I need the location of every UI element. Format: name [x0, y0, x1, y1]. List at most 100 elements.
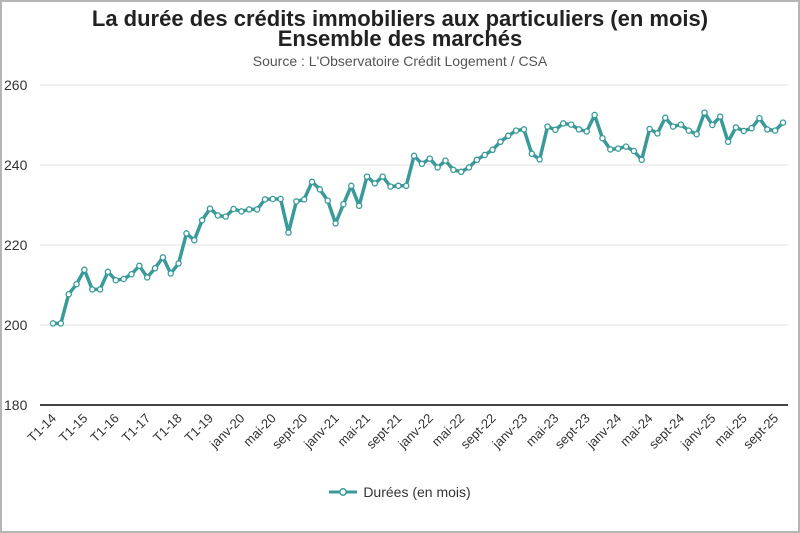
- data-point: [57, 320, 65, 327]
- legend-marker-icon: [329, 488, 358, 496]
- data-point: [167, 270, 174, 277]
- data-point: [701, 109, 708, 116]
- data-point: [457, 168, 465, 176]
- legend: Durées (en mois): [0, 484, 800, 500]
- data-point: [395, 182, 402, 190]
- data-point: [544, 123, 551, 130]
- data-point: [96, 286, 104, 293]
- data-point: [340, 200, 347, 208]
- data-point: [88, 286, 96, 293]
- data-point: [630, 147, 638, 155]
- data-point: [269, 195, 277, 203]
- data-point: [716, 113, 724, 120]
- data-point: [662, 114, 669, 122]
- data-point: [175, 260, 182, 267]
- data-point: [238, 208, 245, 215]
- data-point: [567, 121, 575, 128]
- x-tick-label: sept-23: [552, 411, 593, 452]
- data-point: [136, 262, 143, 270]
- data-point: [143, 274, 151, 281]
- x-tick-label: T1-17: [119, 411, 154, 446]
- x-tick-label: sept-22: [457, 411, 498, 452]
- y-tick-label: 180: [4, 397, 28, 413]
- data-point: [387, 183, 394, 190]
- x-tick-label: sept-25: [740, 411, 781, 452]
- data-point: [324, 197, 331, 204]
- data-point: [748, 124, 755, 132]
- chart-source: Source : L'Observatoire Crédit Logement …: [252, 53, 548, 69]
- data-point: [426, 155, 434, 162]
- data-point: [332, 220, 339, 227]
- data-point: [277, 195, 284, 203]
- data-point: [693, 130, 700, 138]
- data-point: [583, 128, 591, 135]
- y-tick-label: 200: [4, 317, 28, 333]
- data-point: [552, 126, 559, 134]
- legend-label: Durées (en mois): [363, 484, 471, 500]
- x-tick-label: sept-20: [269, 411, 310, 452]
- data-point: [779, 119, 787, 126]
- data-point: [442, 157, 449, 164]
- y-tick-label: 220: [4, 237, 28, 253]
- data-point: [73, 280, 80, 288]
- series-line: [53, 110, 785, 326]
- data-point: [614, 145, 622, 152]
- data-point: [418, 160, 426, 168]
- x-tick-label: janv-25: [677, 411, 718, 452]
- data-point: [128, 270, 135, 278]
- data-point: [434, 164, 441, 171]
- chart-title: La durée des crédits immobiliers aux par…: [91, 6, 709, 31]
- data-point: [536, 156, 543, 163]
- data-point: [732, 124, 740, 131]
- data-point: [520, 126, 528, 133]
- x-tick-label: janv-22: [394, 411, 435, 452]
- data-point: [481, 151, 488, 159]
- y-tick-label: 240: [4, 157, 28, 173]
- data-point: [285, 229, 292, 236]
- data-point: [512, 127, 520, 134]
- data-point: [293, 198, 300, 205]
- data-point: [348, 182, 355, 190]
- data-point: [222, 213, 229, 220]
- data-point: [756, 114, 763, 122]
- data-point: [159, 254, 167, 261]
- data-point: [709, 121, 716, 129]
- data-point: [183, 230, 190, 237]
- data-point: [646, 125, 653, 133]
- data-point: [607, 146, 614, 153]
- data-point: [49, 320, 57, 327]
- data-point: [402, 182, 410, 190]
- x-tick-label: janv-20: [206, 411, 247, 452]
- data-point: [473, 156, 481, 164]
- data-point: [300, 196, 308, 203]
- data-point: [591, 111, 598, 119]
- data-point: [669, 123, 677, 130]
- chart-subtitle: Ensemble des marchés: [277, 26, 523, 51]
- data-point: [81, 266, 88, 274]
- data-point: [764, 126, 771, 133]
- data-point: [497, 138, 504, 146]
- x-tick-label: T1-15: [56, 411, 91, 446]
- x-tick-label: T1-14: [24, 411, 59, 446]
- x-tick-label: sept-24: [646, 411, 687, 452]
- data-point: [505, 132, 512, 140]
- x-tick-label: sept-21: [363, 411, 404, 452]
- data-point: [489, 146, 496, 154]
- data-point: [559, 120, 567, 127]
- data-point: [198, 216, 206, 224]
- data-point: [206, 205, 214, 212]
- y-tick-label: 260: [4, 77, 28, 93]
- data-point: [355, 202, 363, 210]
- data-point: [308, 178, 316, 186]
- data-point: [151, 264, 159, 272]
- x-tick-label: janv-24: [583, 411, 624, 452]
- data-point: [528, 150, 536, 158]
- data-point: [371, 180, 379, 187]
- data-point: [450, 166, 457, 174]
- data-point: [638, 156, 645, 164]
- x-tick-label: T1-16: [87, 411, 122, 446]
- data-point: [622, 143, 630, 150]
- data-point: [104, 268, 112, 276]
